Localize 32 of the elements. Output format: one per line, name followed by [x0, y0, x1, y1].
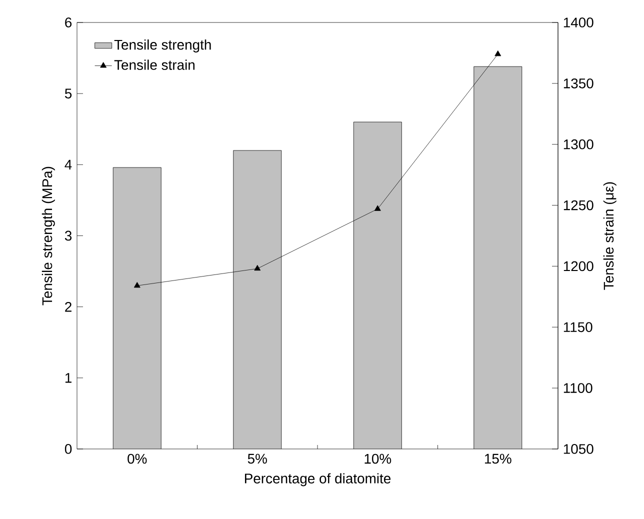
bar: [112, 167, 162, 449]
point: [254, 264, 261, 271]
bar: [233, 150, 282, 449]
y2-tick-label: 1100: [564, 383, 592, 393]
point: [494, 50, 502, 56]
y-tick-label: 6: [65, 18, 72, 28]
x-tick-label: 0%: [128, 454, 147, 464]
y-tick-label: 1: [65, 373, 72, 383]
y-tick-label: 3: [64, 230, 72, 241]
y-axis-title: Tensile strength (MPa): [42, 166, 55, 306]
y2-tick-label: 1350: [564, 78, 594, 88]
bar: [474, 66, 522, 449]
y-tick-label: 2: [65, 302, 72, 312]
y-tick-label: 5: [64, 88, 72, 98]
point: [374, 205, 381, 211]
y-tick-label: 4: [64, 160, 72, 170]
y2-tick-label: 1150: [564, 322, 592, 332]
y2-tick-label: 1400: [564, 18, 594, 28]
x-axis-title: Percentage of diatomite: [244, 473, 391, 486]
legend-label: Tensile strength: [114, 39, 211, 52]
y2-tick-label: 1250: [564, 200, 594, 210]
x-tick-label: 15%: [484, 454, 512, 464]
x-tick-label: 5%: [248, 454, 267, 464]
point: [134, 282, 140, 288]
y2-tick-label: 1050: [564, 444, 594, 454]
y2-tick-label: 1200: [564, 261, 594, 272]
legend-label: Tensile strain: [114, 60, 194, 70]
bar: [353, 122, 402, 449]
y-tick-label: 0: [64, 444, 72, 454]
y2-axis-title: Tenslie strain (με): [603, 182, 616, 290]
x-tick-label: 10%: [364, 454, 392, 464]
y2-tick-label: 1300: [564, 139, 594, 150]
